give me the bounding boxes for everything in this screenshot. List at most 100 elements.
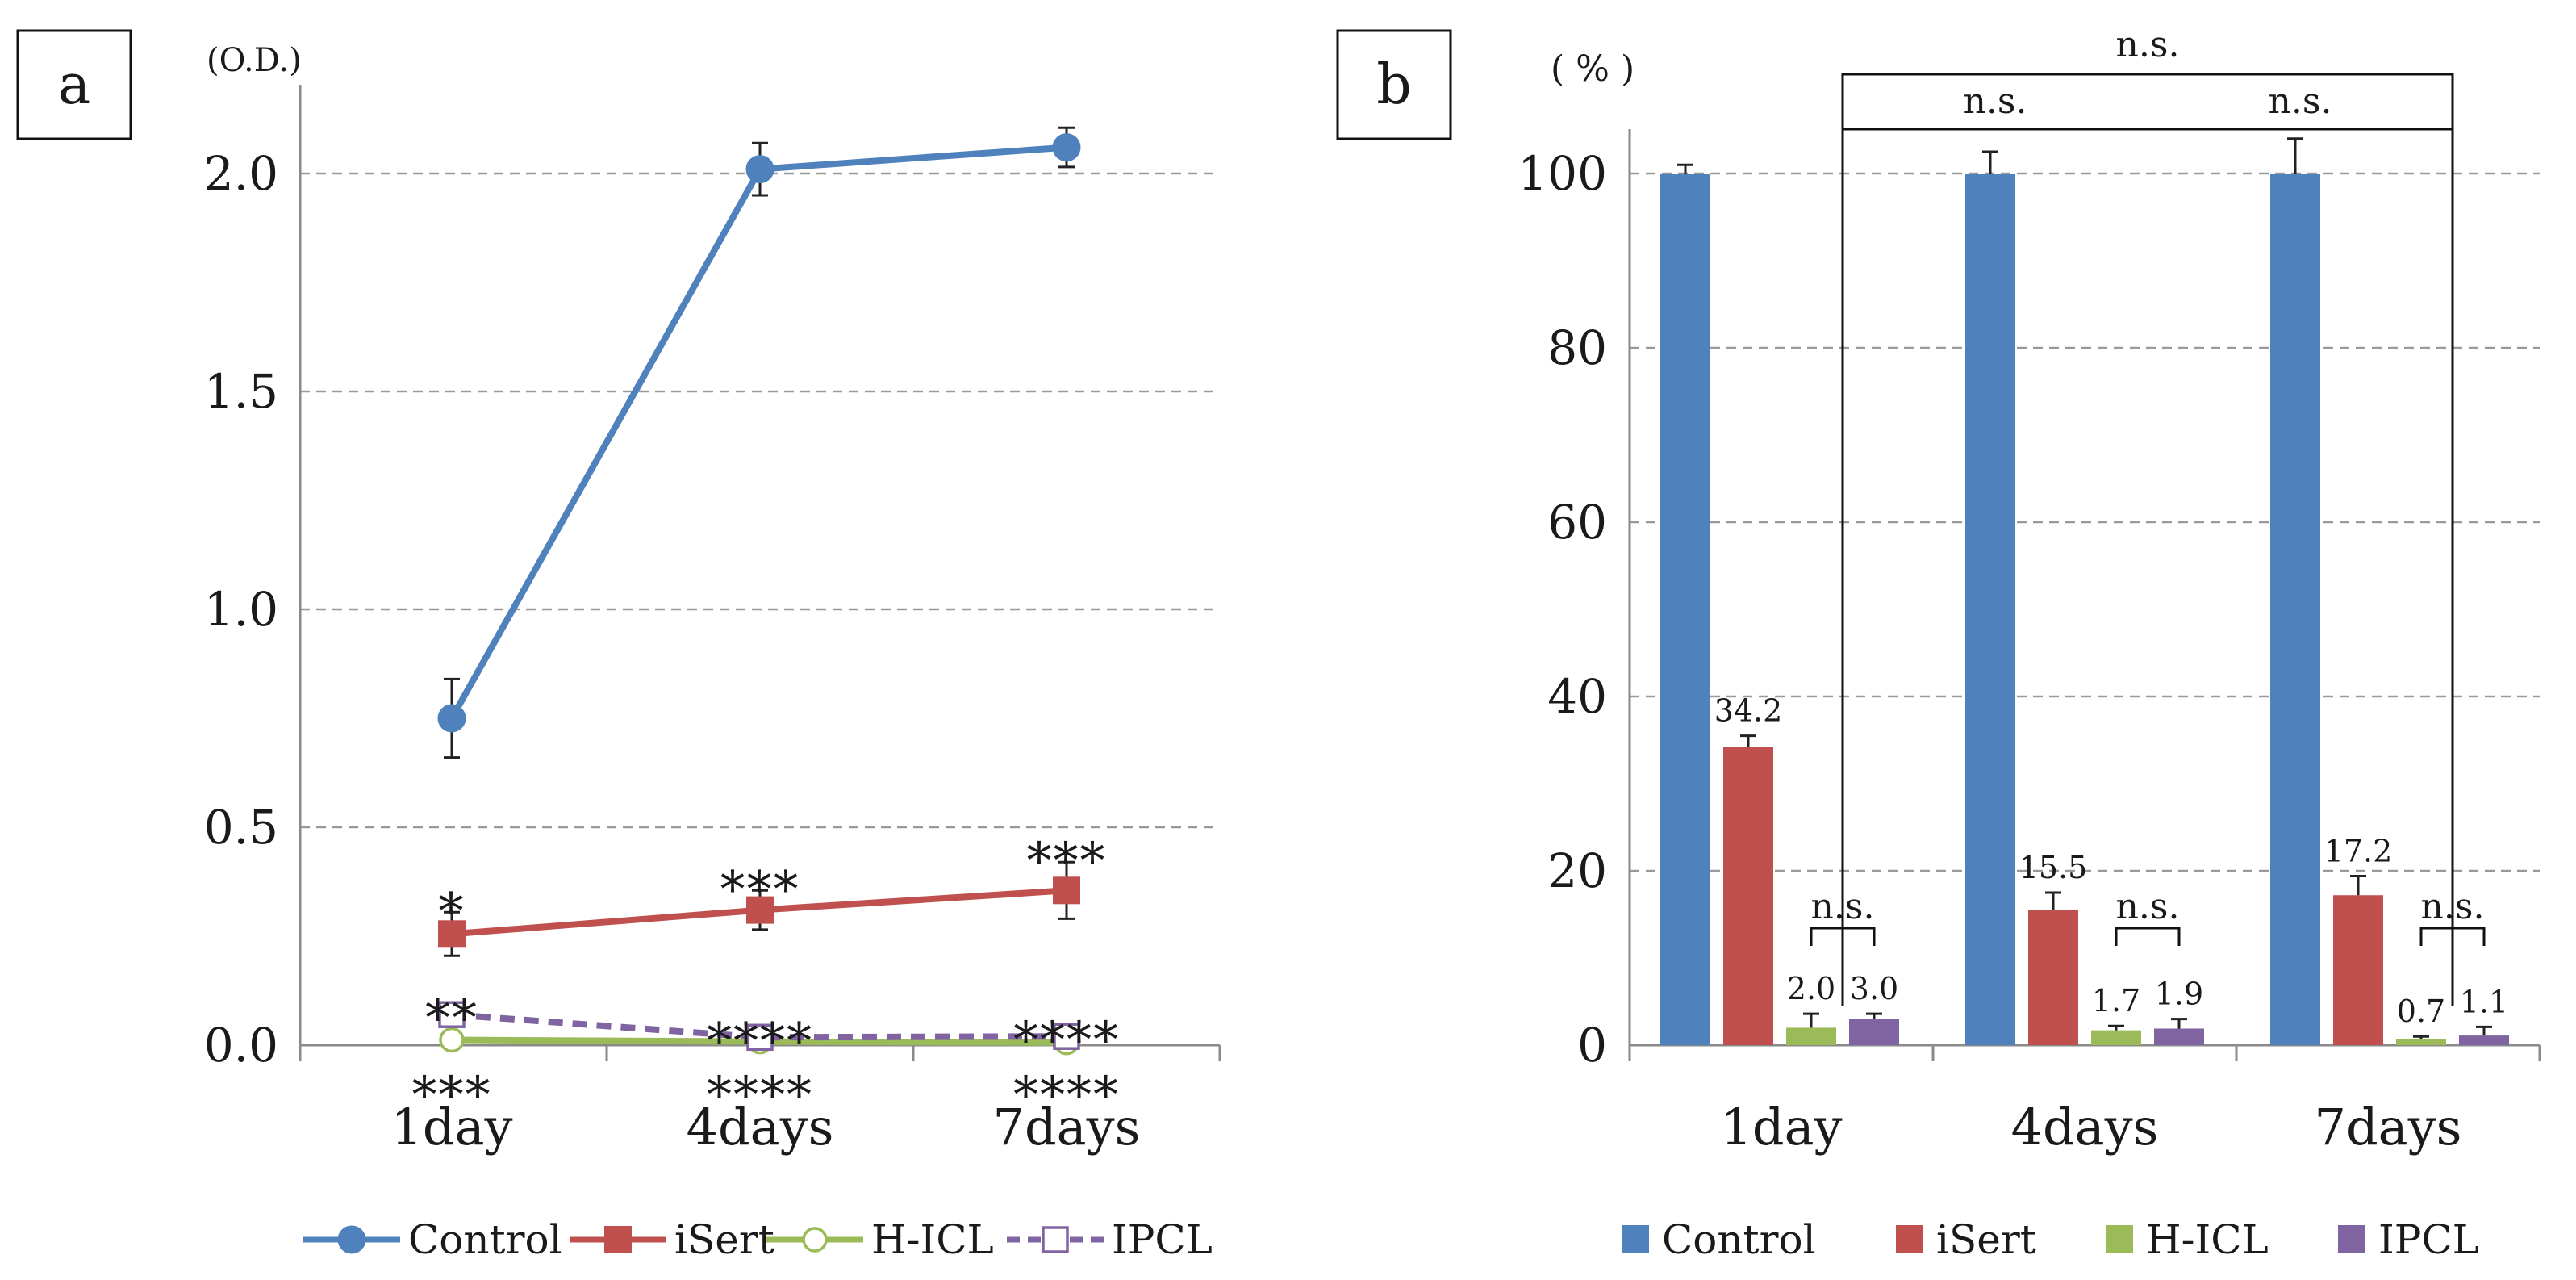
panel-a-y-tick-label: 1.0 — [204, 582, 278, 637]
panel-b-ipcl-bar — [1849, 1019, 1899, 1045]
panel-b-y-tick-label: 60 — [1547, 495, 1607, 550]
panel-b-legend: Control iSert H-ICL IPCL — [1622, 1216, 2479, 1263]
panel-b-hicl-error-bar — [1803, 1012, 1819, 1028]
panel-b-significance-label: n.s. — [2269, 81, 2332, 122]
panel-b-label: b — [1376, 53, 1412, 117]
panel-b-ipcl-value-label: 3.0 — [1850, 971, 1898, 1006]
legend-a-isert-label: iSert — [674, 1216, 774, 1263]
panel-b-control-error-bar — [1677, 163, 1693, 174]
panel-a-y-tick-label: 2.0 — [204, 146, 278, 201]
panel-b-hicl-error-bar — [2413, 1035, 2429, 1039]
panel-a-control-marker — [437, 704, 466, 733]
panel-a-ipcl-marker — [1053, 1023, 1080, 1050]
panel-b-hicl-bar — [1786, 1027, 1836, 1045]
panel-a-label-box — [16, 29, 132, 140]
panel-b-hicl-value-label: 1.7 — [2092, 983, 2140, 1019]
panel-a-y-axis-label: (O.D.) — [207, 42, 302, 79]
legend-b-swatch — [2338, 1225, 2365, 1253]
panel-b-pair-significance-label: n.s. — [2116, 886, 2180, 927]
legend-b-label: Control — [1662, 1216, 1816, 1263]
panel-a-x-tick-label: 1day — [390, 1098, 512, 1157]
panel-b-ipcl-value-label: 1.9 — [2155, 977, 2203, 1012]
panel-a-x-tick-label: 4days — [687, 1098, 834, 1157]
panel-b-y-tick-label: 0 — [1577, 1018, 1607, 1073]
panel-b-pair-bracket — [1810, 927, 1876, 946]
panel-b-label-box — [1336, 29, 1452, 140]
legend-b-label: H-ICL — [2146, 1216, 2269, 1263]
panel-b-hicl-bar — [2396, 1039, 2446, 1045]
panel-b-control-bar — [2270, 174, 2320, 1045]
panel-a-significance-stars: *** — [720, 860, 800, 918]
panel-b-bar-chart: b ( % ) 0 20 40 60 80 100 1day 4days 7days 34.2 1… — [1336, 24, 2541, 1263]
panel-a-significance-stars: **** — [707, 1065, 813, 1124]
panel-a-hicl-marker — [439, 1027, 465, 1053]
panel-a-y-tick-label: 0.5 — [204, 800, 278, 855]
legend-a-control-label: Control — [408, 1216, 562, 1263]
panel-b-ipcl-error-bar — [2476, 1025, 2492, 1036]
panel-a-isert-marker — [604, 1226, 632, 1253]
legend-b-label: iSert — [1936, 1216, 2036, 1263]
legend-b-swatch — [2106, 1225, 2133, 1253]
panel-a-y-tick-label: 0.0 — [204, 1018, 278, 1073]
legend-b-label: IPCL — [2378, 1216, 2479, 1263]
panel-b-isert-error-bar — [2045, 891, 2061, 910]
panel-a-hicl-marker — [802, 1227, 828, 1253]
panel-b-x-tick-label: 4days — [2011, 1098, 2159, 1157]
panel-b-pair-bracket — [2419, 927, 2486, 946]
panel-b-hicl-error-bar — [2108, 1024, 2124, 1031]
panel-b-hicl-value-label: 0.7 — [2397, 993, 2445, 1029]
panel-b-hicl-value-label: 2.0 — [1787, 971, 1835, 1006]
panel-b-isert-error-bar — [1740, 734, 1756, 747]
panel-b-control-error-bar — [2287, 137, 2303, 174]
panel-b-control-bar — [1660, 174, 1710, 1045]
panel-a-significance-stars: **** — [1013, 1065, 1120, 1124]
panel-b-ipcl-error-bar — [1866, 1012, 1882, 1019]
panel-b-pair-bracket — [2115, 927, 2181, 946]
panel-a-significance-stars: ** — [425, 989, 478, 1048]
panel-b-pair-significance-label: n.s. — [2421, 886, 2485, 927]
panel-a-ipcl-marker — [1042, 1226, 1069, 1253]
panel-a-y-tick-label: 1.5 — [204, 364, 278, 419]
panel-b-control-bar — [1965, 174, 2015, 1045]
legend-b-swatch — [1622, 1225, 1649, 1253]
panel-a-line-chart: a (O.D.) 0.0 0.5 1.0 1.5 2.0 1day 4days 7days *… — [16, 29, 1221, 1263]
panel-b-significance-label: n.s. — [2116, 24, 2180, 65]
panel-a-isert-marker — [1053, 876, 1080, 905]
panel-b-isert-value-label: 17.2 — [2324, 833, 2393, 868]
panel-a-ipcl-marker — [438, 1001, 466, 1028]
panel-b-isert-value-label: 15.5 — [2019, 850, 2088, 885]
panel-b-isert-error-bar — [2350, 874, 2366, 896]
panel-a-ipcl-marker — [746, 1023, 774, 1052]
panel-b-control-error-bar — [1982, 150, 1998, 174]
panel-b-isert-bar — [1723, 747, 1773, 1045]
panel-a-control-line — [449, 144, 1067, 720]
panel-a-isert-marker — [746, 896, 774, 924]
panel-a-significance-stars: *** — [412, 1065, 492, 1124]
panel-b-pair-significance-label: n.s. — [1811, 886, 1875, 927]
panel-a-control-marker — [745, 155, 774, 184]
panel-b-hicl-bar — [2091, 1030, 2141, 1045]
panel-a-control-marker — [1052, 133, 1081, 162]
panel-b-x-tick-label: 1day — [1720, 1098, 1842, 1157]
panel-b-x-tick-label: 7days — [2315, 1098, 2462, 1157]
panel-a-significance-stars: * — [439, 881, 466, 940]
panel-b-isert-bar — [2028, 910, 2078, 1045]
panel-b-isert-bar — [2333, 895, 2383, 1045]
panel-a-ipcl-line — [451, 1011, 1067, 1041]
panel-b-y-tick-label: 100 — [1518, 146, 1607, 201]
panel-b-y-axis-label: ( % ) — [1551, 48, 1635, 90]
panel-a-isert-marker — [438, 920, 466, 948]
panel-a-x-tick-label: 7days — [993, 1098, 1141, 1157]
legend-a-hicl-label: H-ICL — [871, 1216, 994, 1263]
panel-a-control-marker — [337, 1225, 366, 1254]
panel-b-ipcl-bar — [2459, 1035, 2509, 1045]
legend-a-ipcl-label: IPCL — [1112, 1216, 1213, 1263]
panel-b-ipcl-value-label: 1.1 — [2460, 984, 2508, 1019]
panel-a-significance-stars: *** — [1027, 831, 1107, 890]
panel-b-ipcl-bar — [2154, 1028, 2204, 1045]
panel-b-y-tick-label: 20 — [1547, 843, 1607, 898]
panel-a-legend: Control iSert H-ICL IPCL — [303, 1216, 1213, 1263]
panel-b-ipcl-error-bar — [2171, 1018, 2187, 1029]
legend-b-swatch — [1896, 1225, 1923, 1253]
